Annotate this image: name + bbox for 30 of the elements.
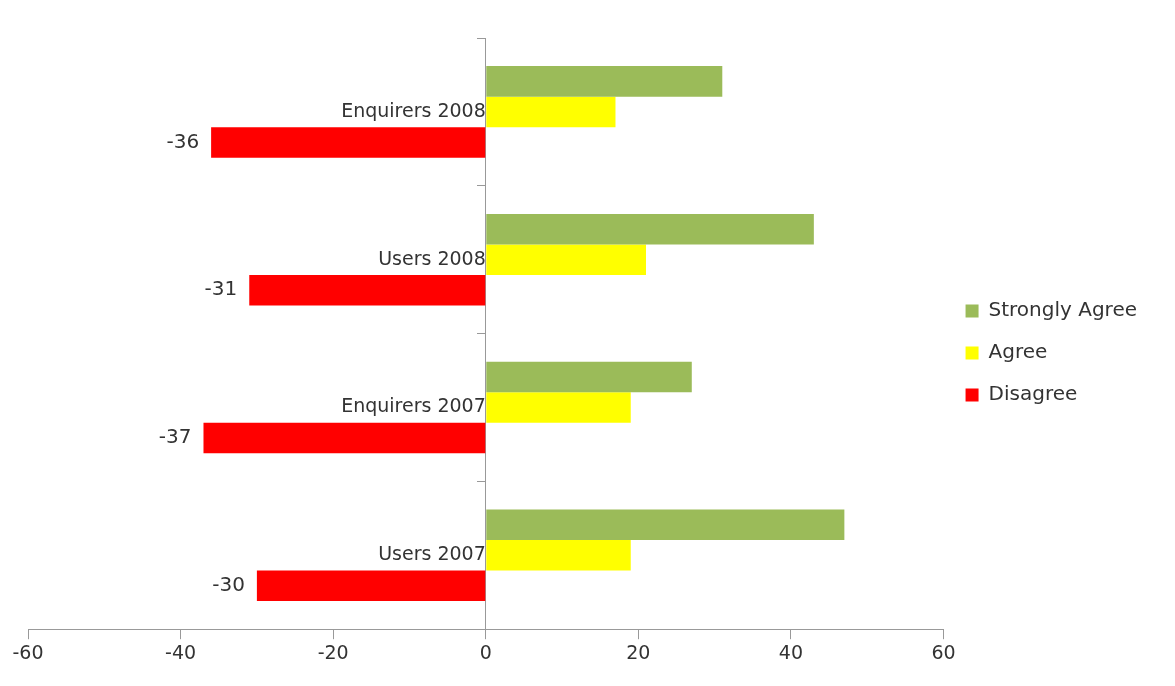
bar <box>486 540 631 571</box>
x-tick-label: -60 <box>12 640 44 663</box>
bar <box>486 244 646 275</box>
x-tick-label: 40 <box>778 640 804 663</box>
bar <box>486 66 723 97</box>
bar <box>211 127 486 158</box>
bar <box>486 96 616 128</box>
y-tick-label: Enquirers 2007 <box>341 394 486 417</box>
y-tick-label: Users 2008 <box>378 246 486 269</box>
x-tick-label: 20 <box>626 640 651 663</box>
y-tick-label: Users 2007 <box>378 542 486 565</box>
bar <box>256 570 486 602</box>
legend-label: Strongly Agree <box>988 297 1138 322</box>
data-label: -31 <box>204 276 238 301</box>
legend-label: Agree <box>988 339 1048 364</box>
data-label: -30 <box>212 572 245 597</box>
bar <box>486 361 692 393</box>
x-tick-label: 0 <box>479 640 492 663</box>
data-label: -36 <box>166 128 200 153</box>
legend-label: Disagree <box>988 381 1078 406</box>
data-label: -37 <box>158 424 192 449</box>
y-tick-label: Enquirers 2008 <box>341 98 486 121</box>
bar <box>486 509 845 541</box>
x-tick-label: -20 <box>317 640 349 663</box>
bar <box>486 213 814 245</box>
bar <box>486 392 631 423</box>
x-tick-label: -40 <box>165 640 197 663</box>
bar <box>203 422 486 454</box>
x-tick-label: 60 <box>931 640 956 663</box>
bar <box>249 274 486 306</box>
